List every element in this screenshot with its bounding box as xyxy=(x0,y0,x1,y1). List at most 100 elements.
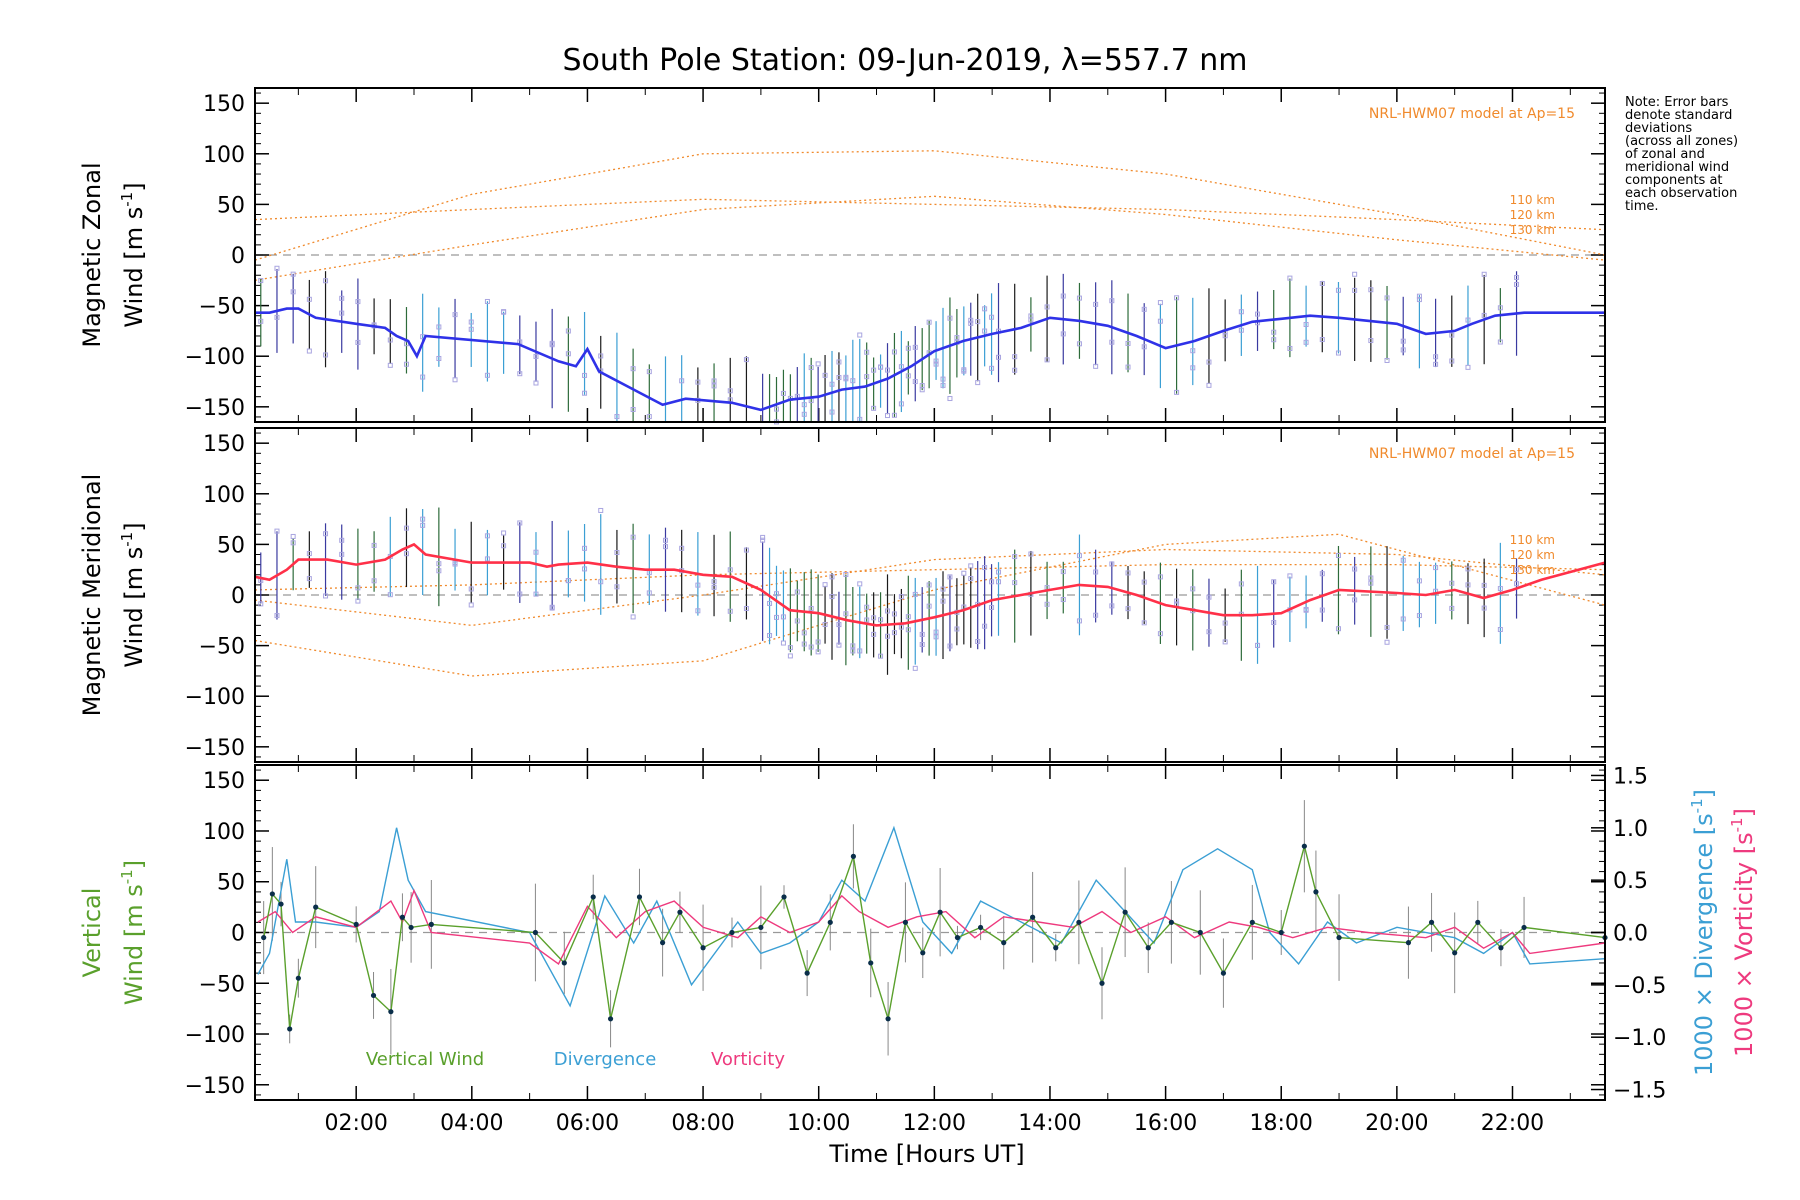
model-curve-120km xyxy=(254,548,1606,627)
zone-marker xyxy=(843,376,849,382)
zone-marker xyxy=(533,353,539,359)
zone-marker xyxy=(1109,603,1115,609)
zone-marker xyxy=(679,545,685,551)
zone-marker xyxy=(1416,297,1422,303)
y-axis-title-line1: Magnetic Zonal xyxy=(78,162,106,347)
zone-marker xyxy=(891,412,897,418)
zone-marker xyxy=(885,367,891,373)
panel-frame xyxy=(254,764,1606,1101)
zone-marker xyxy=(794,618,800,624)
zone-marker xyxy=(780,390,786,396)
series-meridional xyxy=(254,542,1606,627)
altitude-label: 110 km xyxy=(1510,533,1555,547)
zone-marker xyxy=(1255,311,1261,317)
x-tick-label: 16:00 xyxy=(1134,1111,1197,1136)
zone-marker xyxy=(420,374,426,380)
zone-marker xyxy=(780,614,786,620)
zone-marker xyxy=(801,411,807,417)
y-axis-title-line2: Wind [m s-1] xyxy=(118,182,148,327)
vertical-wind-point xyxy=(1278,929,1284,936)
zone-marker xyxy=(1076,341,1082,347)
zone-marker xyxy=(1012,554,1018,560)
altitude-label: 120 km xyxy=(1510,208,1555,222)
zone-marker xyxy=(727,567,733,573)
zone-marker xyxy=(517,371,523,377)
zone-marker xyxy=(646,369,652,375)
zone-marker xyxy=(1352,566,1358,572)
zone-marker xyxy=(468,326,474,332)
zone-marker xyxy=(801,641,807,647)
zone-marker xyxy=(1481,605,1487,611)
vertical-wind-point xyxy=(827,919,833,925)
y-tick-label: 0 xyxy=(231,922,245,947)
zone-marker xyxy=(912,591,918,597)
zone-marker xyxy=(258,601,264,607)
zone-marker xyxy=(743,357,749,363)
zone-marker xyxy=(355,598,361,604)
zone-marker xyxy=(1060,293,1066,299)
model-label: NRL-HWM07 model at Ap=15 xyxy=(1369,106,1575,122)
vertical-wind-point xyxy=(636,894,643,900)
y2-axis-title-vorticity: 1000 × Vorticity [s-1] xyxy=(1728,808,1758,1057)
zone-marker xyxy=(1287,275,1293,281)
zone-marker xyxy=(1352,271,1358,277)
zone-marker xyxy=(1109,339,1115,345)
vertical-wind-point xyxy=(937,909,943,915)
error-bar-note: Note: Error bars denote standard deviation… xyxy=(1625,96,1795,213)
zone-marker xyxy=(1449,358,1455,364)
y-tick-label: −50 xyxy=(199,972,245,997)
zone-marker xyxy=(801,402,807,408)
zone-marker xyxy=(1303,322,1309,328)
zone-marker xyxy=(905,614,911,620)
zone-marker xyxy=(982,306,988,312)
zone-marker xyxy=(760,534,766,540)
zone-marker xyxy=(1514,281,1520,287)
altitude-label: 120 km xyxy=(1510,548,1555,562)
zone-marker xyxy=(484,533,490,539)
zone-marker xyxy=(1416,613,1422,619)
vertical-wind-point xyxy=(295,975,301,981)
zone-marker xyxy=(711,378,717,384)
zone-marker xyxy=(836,622,842,628)
y-tick-label: −50 xyxy=(199,635,245,660)
zone-marker xyxy=(1400,616,1406,622)
zone-marker xyxy=(808,365,814,371)
zone-marker xyxy=(339,295,345,301)
zone-marker xyxy=(989,579,995,585)
zone-marker xyxy=(598,579,604,585)
zone-marker xyxy=(1449,332,1455,338)
zone-marker xyxy=(1012,354,1018,360)
zone-marker xyxy=(975,380,981,386)
zone-marker xyxy=(912,379,918,385)
vertical-wind-point xyxy=(781,894,787,900)
zone-marker xyxy=(760,537,766,543)
zone-marker xyxy=(1141,579,1147,585)
zone-marker xyxy=(850,643,856,649)
y-tick-label: −50 xyxy=(199,295,245,320)
zone-marker xyxy=(1174,598,1180,604)
zone-marker xyxy=(871,631,877,637)
zone-marker xyxy=(919,642,925,648)
zone-marker xyxy=(947,643,953,649)
zone-marker xyxy=(940,586,946,592)
zone-marker xyxy=(822,622,828,628)
zone-marker xyxy=(646,590,652,596)
zone-marker xyxy=(1190,365,1196,371)
y-tick-label: 150 xyxy=(203,432,245,457)
y2-tick-label: 1.0 xyxy=(1613,817,1648,842)
y-tick-label: 50 xyxy=(217,533,245,558)
zone-marker xyxy=(274,265,280,271)
vertical-wind-point xyxy=(1452,950,1458,956)
zone-marker xyxy=(926,319,932,325)
zone-marker xyxy=(857,332,863,338)
vertical-wind-point xyxy=(370,992,377,999)
altitude-label: 110 km xyxy=(1510,193,1555,207)
zone-marker xyxy=(773,591,779,597)
panels: −150 −100 −50 0 50 100 150 Magnetic Zonal Wind [… xyxy=(78,87,1758,1136)
zone-marker xyxy=(829,594,835,600)
zone-marker xyxy=(598,507,604,513)
zone-marker xyxy=(1449,605,1455,611)
y-axis-title-line1: Vertical xyxy=(78,888,106,978)
zone-marker xyxy=(1303,606,1309,612)
zone-marker xyxy=(1271,579,1277,585)
